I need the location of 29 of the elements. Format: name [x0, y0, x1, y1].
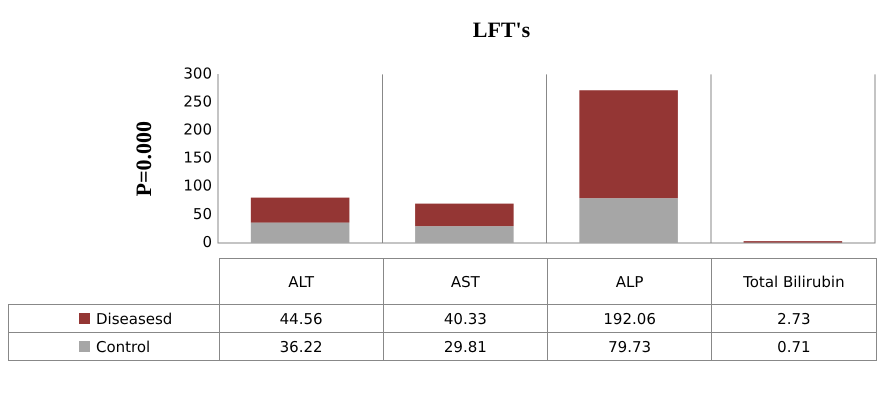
x-tick-label: AST: [383, 258, 548, 304]
bar: [415, 204, 514, 226]
legend-label: Diseasesd: [8, 304, 219, 332]
bar: [250, 222, 350, 243]
y-tick-label: 150: [183, 148, 212, 167]
data-label: 192.06: [548, 304, 712, 332]
bar: [579, 198, 678, 243]
data-label: 36.22: [219, 332, 384, 360]
data-label: 40.33: [383, 304, 548, 332]
bar: [579, 90, 678, 198]
data-label: 79.73: [548, 332, 712, 360]
x-tick-label: Total Bilirubin: [712, 258, 876, 304]
data-label: 29.81: [383, 332, 548, 360]
y-tick-label: 250: [183, 92, 212, 110]
y-tick-label: 0: [202, 232, 212, 251]
legend-label: Control: [8, 332, 219, 360]
y-tick-label: 200: [183, 120, 212, 138]
chart-title: LFT's: [472, 16, 531, 42]
x-tick-label: ALT: [219, 258, 384, 304]
y-axis-title: P=0.000: [130, 120, 156, 196]
x-tick-label: ALP: [548, 258, 712, 304]
data-label: 2.73: [712, 304, 876, 332]
data-label: 44.56: [219, 304, 384, 332]
data-label: 0.71: [712, 332, 876, 360]
y-tick-label: 300: [183, 64, 212, 82]
y-tick-label: 100: [183, 176, 212, 195]
bar: [415, 226, 514, 243]
bar: [250, 198, 350, 223]
y-tick-label: 50: [192, 204, 212, 223]
